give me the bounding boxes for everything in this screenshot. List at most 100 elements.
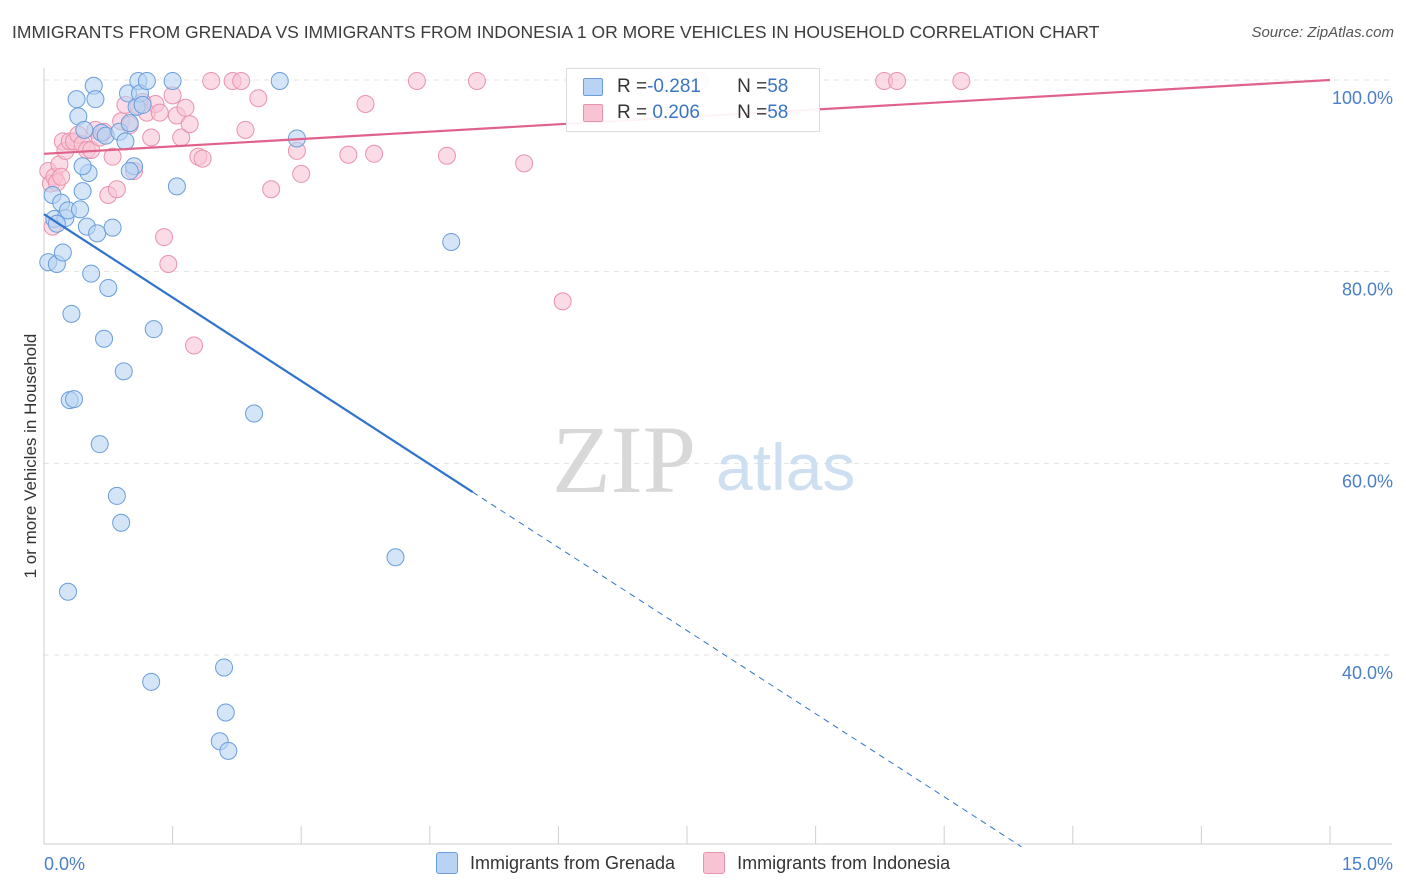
legend-n-value: 58 xyxy=(767,76,789,97)
data-point-grenada xyxy=(67,90,86,109)
data-point-indonesia xyxy=(193,149,212,168)
data-point-grenada xyxy=(62,304,81,323)
data-point-grenada xyxy=(142,672,161,691)
data-point-indonesia xyxy=(176,98,195,117)
series-indonesia-points xyxy=(39,71,971,355)
data-point-indonesia xyxy=(232,71,251,90)
data-point-indonesia xyxy=(202,71,221,90)
data-point-indonesia xyxy=(107,180,126,199)
data-point-grenada xyxy=(103,218,122,237)
data-point-indonesia xyxy=(150,103,169,122)
data-point-grenada xyxy=(65,390,84,409)
axes xyxy=(43,68,1392,845)
legend-n-value: 58 xyxy=(767,102,789,123)
data-point-grenada xyxy=(120,114,139,133)
data-point-grenada xyxy=(86,90,105,109)
data-point-indonesia xyxy=(365,144,384,163)
source-label: Source: ZipAtlas.com xyxy=(1251,24,1394,41)
y-tick-label: 60.0% xyxy=(1342,471,1393,491)
watermark-atlas: atlas xyxy=(716,430,855,504)
legend-row-indonesia: R = 0.206 N = 58 xyxy=(583,101,788,125)
legend-n-label: N = xyxy=(737,102,768,123)
data-point-grenada xyxy=(163,71,182,90)
x-tick-label-right: 15.0% xyxy=(1342,854,1393,874)
data-point-indonesia xyxy=(292,164,311,183)
tick-labels: 100.0% 80.0% 60.0% 40.0% 0.0% 15.0% xyxy=(44,88,1393,874)
data-point-grenada xyxy=(137,71,156,90)
data-point-indonesia xyxy=(407,71,426,90)
data-point-indonesia xyxy=(437,146,456,165)
data-point-grenada xyxy=(82,264,101,283)
y-tick-label: 80.0% xyxy=(1342,280,1393,300)
data-point-grenada xyxy=(107,486,126,505)
legend-item-grenada[interactable]: Immigrants from Grenada xyxy=(436,852,675,874)
data-point-grenada xyxy=(386,548,405,567)
data-point-indonesia xyxy=(888,71,907,90)
data-point-grenada xyxy=(245,404,264,423)
data-point-indonesia xyxy=(339,145,358,164)
data-point-grenada xyxy=(71,200,90,219)
legend-swatch-pink xyxy=(703,852,726,874)
y-axis-label: 1 or more Vehicles in Household xyxy=(21,334,40,579)
legend-r-label: R = xyxy=(617,102,648,123)
x-tick-label-left: 0.0% xyxy=(44,854,85,874)
data-point-grenada xyxy=(219,741,238,760)
data-point-grenada xyxy=(90,435,109,454)
data-point-grenada xyxy=(133,95,152,114)
data-point-grenada xyxy=(114,362,133,381)
data-point-indonesia xyxy=(249,89,268,108)
watermark-zip: ZIP xyxy=(552,406,696,513)
data-point-indonesia xyxy=(262,180,281,199)
legend-swatch-pink xyxy=(583,104,603,122)
trend-line-grenada-extension xyxy=(472,491,1022,848)
legend-label-indonesia: Immigrants from Indonesia xyxy=(737,852,951,873)
series-grenada-points xyxy=(39,71,461,760)
data-point-grenada xyxy=(73,182,92,201)
legend-r-value: 0.206 xyxy=(647,102,700,123)
legend-item-indonesia[interactable]: Immigrants from Indonesia xyxy=(703,852,950,874)
data-point-indonesia xyxy=(103,147,122,166)
data-point-grenada xyxy=(73,157,92,176)
data-point-grenada xyxy=(116,132,135,151)
data-point-indonesia xyxy=(356,94,375,113)
data-point-grenada xyxy=(167,177,186,196)
y-tick-label: 40.0% xyxy=(1342,663,1393,683)
watermark: ZIP atlas xyxy=(552,406,855,513)
data-point-indonesia xyxy=(185,336,204,355)
legend-label-grenada: Immigrants from Grenada xyxy=(470,852,676,873)
data-point-indonesia xyxy=(515,154,534,173)
legend-r-label: R = xyxy=(617,76,648,97)
y-tick-label: 100.0% xyxy=(1332,88,1393,108)
data-point-grenada xyxy=(99,278,118,297)
data-point-grenada xyxy=(216,703,235,722)
data-point-indonesia xyxy=(553,292,572,311)
data-point-indonesia xyxy=(180,115,199,134)
data-point-grenada xyxy=(442,232,461,251)
stats-legend: R = -0.281 N = 58 R = 0.206 N = 58 xyxy=(566,68,820,132)
data-point-indonesia xyxy=(236,120,255,139)
legend-swatch-blue xyxy=(583,78,603,96)
chart-title: IMMIGRANTS FROM GRENADA VS IMMIGRANTS FR… xyxy=(12,22,1100,42)
data-point-indonesia xyxy=(467,71,486,90)
legend-swatch-blue xyxy=(436,852,458,874)
legend-r-value: -0.281 xyxy=(647,76,701,97)
data-point-indonesia xyxy=(155,228,174,247)
legend-row-grenada: R = -0.281 N = 58 xyxy=(583,75,788,99)
data-point-indonesia xyxy=(159,255,178,273)
data-point-grenada xyxy=(53,243,72,262)
data-point-grenada xyxy=(270,71,289,90)
trend-line-grenada xyxy=(43,213,474,494)
data-point-grenada xyxy=(59,582,78,601)
data-point-grenada xyxy=(215,658,234,677)
data-point-grenada xyxy=(112,513,131,532)
data-point-grenada xyxy=(144,320,163,339)
legend-n-label: N = xyxy=(737,76,768,97)
data-point-grenada xyxy=(95,329,114,348)
gridlines xyxy=(44,79,1392,656)
data-point-indonesia xyxy=(952,71,971,90)
data-point-grenada xyxy=(120,162,139,181)
data-point-grenada xyxy=(88,224,107,243)
data-point-indonesia xyxy=(142,128,161,147)
data-point-grenada xyxy=(75,120,94,139)
